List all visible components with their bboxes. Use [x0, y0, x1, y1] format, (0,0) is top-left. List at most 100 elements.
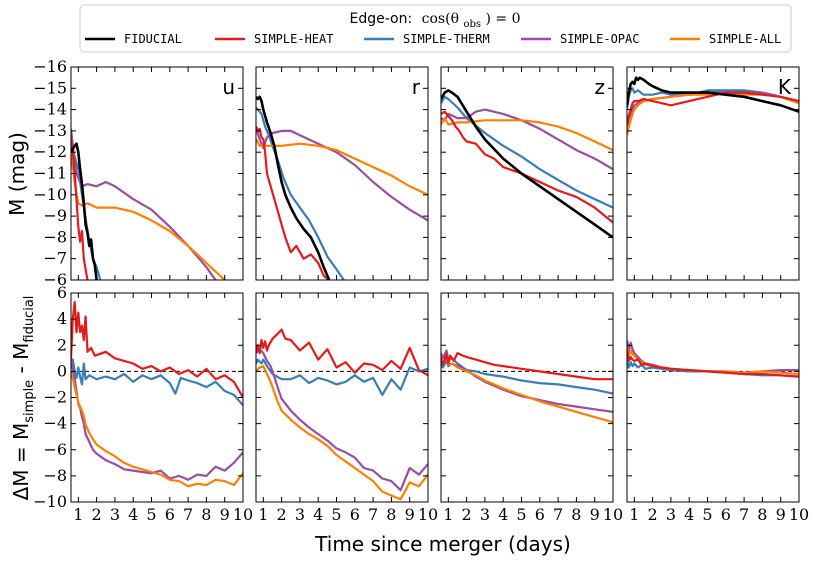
y-axis-label-bottom: ΔM = Msimple - Mfiducial: [9, 296, 37, 501]
series-line-fiducial: [627, 76, 799, 113]
series-line-heat: [256, 126, 330, 280]
y-tick-label: −2: [43, 388, 67, 407]
series-line-heat: [71, 301, 243, 399]
series-line-fiducial: [71, 142, 98, 280]
series-line-heat: [627, 91, 799, 125]
series-line-heat: [627, 350, 799, 378]
y-axis-label-top: M (mag): [5, 132, 29, 216]
legend-title-math-sub: obs: [463, 19, 481, 30]
y-tick-label: −13: [33, 121, 67, 140]
series-line-all: [256, 365, 428, 501]
y-tick-label: −10: [33, 185, 67, 204]
series-line-therm: [441, 95, 613, 209]
series-line-fiducial: [256, 95, 331, 280]
x-axis-label: Time since merger (days): [314, 532, 571, 556]
x-tick-label: 7: [553, 505, 563, 524]
x-tick-label: 2: [648, 505, 658, 524]
legend-label-all: SIMPLE-ALL: [709, 32, 781, 46]
y-tick-label: 0: [57, 361, 67, 380]
legend-title: Edge-on: cos(θ obs ) = 0: [350, 11, 521, 31]
x-tick-label: 10: [789, 505, 809, 524]
x-tick-label: 2: [462, 505, 472, 524]
panel-K-magnitude: K: [626, 66, 800, 281]
x-tick-label: 8: [386, 505, 396, 524]
y-tick-label: −9: [43, 206, 67, 225]
series-line-all: [441, 117, 613, 152]
y-tick-label: 6: [57, 283, 67, 302]
panel-z-magnitude: z: [440, 66, 614, 281]
series-line-fiducial: [441, 89, 613, 239]
panel-z-delta: 1 2 3 4 5 6 7 8 9 10: [440, 292, 623, 524]
series-line-opac: [441, 108, 613, 171]
x-tick-label: 10: [233, 505, 253, 524]
x-tick-label: 3: [110, 505, 120, 524]
y-tick-label: 4: [57, 309, 67, 328]
panel-frame: [70, 66, 244, 281]
y-tick-label: −12: [33, 142, 67, 161]
x-tick-label: 2: [92, 505, 102, 524]
panel-frame: [626, 292, 800, 503]
y-tick-label: −8: [43, 227, 67, 246]
series-line-heat: [441, 352, 613, 381]
ylabel-bottom-sub2: fiducial: [22, 296, 37, 343]
x-tick-label: 4: [498, 505, 508, 524]
series-line-therm: [256, 358, 428, 396]
legend-frame: [79, 4, 792, 53]
series-line-heat: [256, 328, 428, 377]
x-tick-label: 4: [128, 505, 138, 524]
legend: Edge-on: cos(θ obs ) = 0 FIDUCIAL SIMPLE…: [79, 4, 792, 53]
series-line-therm: [71, 358, 243, 407]
band-label: K: [778, 75, 792, 99]
x-tick-label: 8: [201, 505, 211, 524]
ylabel-bottom-main: ΔM = M: [9, 423, 33, 501]
y-tick-label: −8: [43, 466, 67, 485]
series-line-therm: [627, 87, 799, 110]
x-tick-label: 3: [666, 505, 676, 524]
legend-label-fiducial: FIDUCIAL: [124, 32, 182, 46]
y-tick-label: −14: [33, 100, 67, 119]
x-tick-label: 5: [146, 505, 156, 524]
y-tick-label: −11: [33, 164, 67, 183]
band-label: z: [595, 75, 606, 99]
x-tick-label: 3: [295, 505, 305, 524]
ylabel-bottom-sub1: simple: [22, 380, 37, 423]
panel-r-magnitude: r: [255, 66, 429, 281]
panel-frame: [440, 66, 614, 281]
x-tick-label: 3: [480, 505, 490, 524]
y-tick-label: −6: [43, 270, 67, 289]
x-tick-label: 8: [571, 505, 581, 524]
band-label: u: [222, 75, 235, 99]
x-tick-label: 1: [258, 505, 268, 524]
x-tick-label: 7: [183, 505, 193, 524]
legend-title-math: cos(θ: [422, 11, 459, 27]
legend-label-therm: SIMPLE-THERM: [403, 32, 490, 46]
x-tick-label: 4: [313, 505, 323, 524]
series-line-opac: [256, 348, 428, 492]
y-tick-label: −7: [43, 249, 67, 268]
y-tick-label: −15: [33, 78, 67, 97]
series-line-all: [627, 91, 799, 136]
x-tick-label: 6: [350, 505, 360, 524]
x-tick-label: 5: [702, 505, 712, 524]
band-label: r: [412, 75, 421, 99]
legend-entry-opac: SIMPLE-OPAC: [521, 32, 639, 46]
x-tick-label: 6: [721, 505, 731, 524]
y-tick-label: −10: [33, 492, 67, 511]
legend-entry-heat: SIMPLE-HEAT: [215, 32, 333, 46]
y-tick-label: −4: [43, 414, 67, 433]
x-tick-label: 9: [220, 505, 230, 524]
legend-entry-fiducial: FIDUCIAL: [85, 32, 182, 46]
series-line-heat: [71, 139, 89, 280]
x-tick-label: 10: [418, 505, 438, 524]
legend-label-opac: SIMPLE-OPAC: [560, 32, 639, 46]
series-line-opac: [627, 91, 799, 127]
y-tick-label: 2: [57, 335, 67, 354]
legend-title-math-suffix: ) = 0: [485, 11, 520, 27]
x-tick-label: 9: [405, 505, 415, 524]
x-tick-label: 9: [776, 505, 786, 524]
x-tick-label: 1: [629, 505, 639, 524]
x-tick-label: 1: [443, 505, 453, 524]
x-tick-label: 7: [739, 505, 749, 524]
